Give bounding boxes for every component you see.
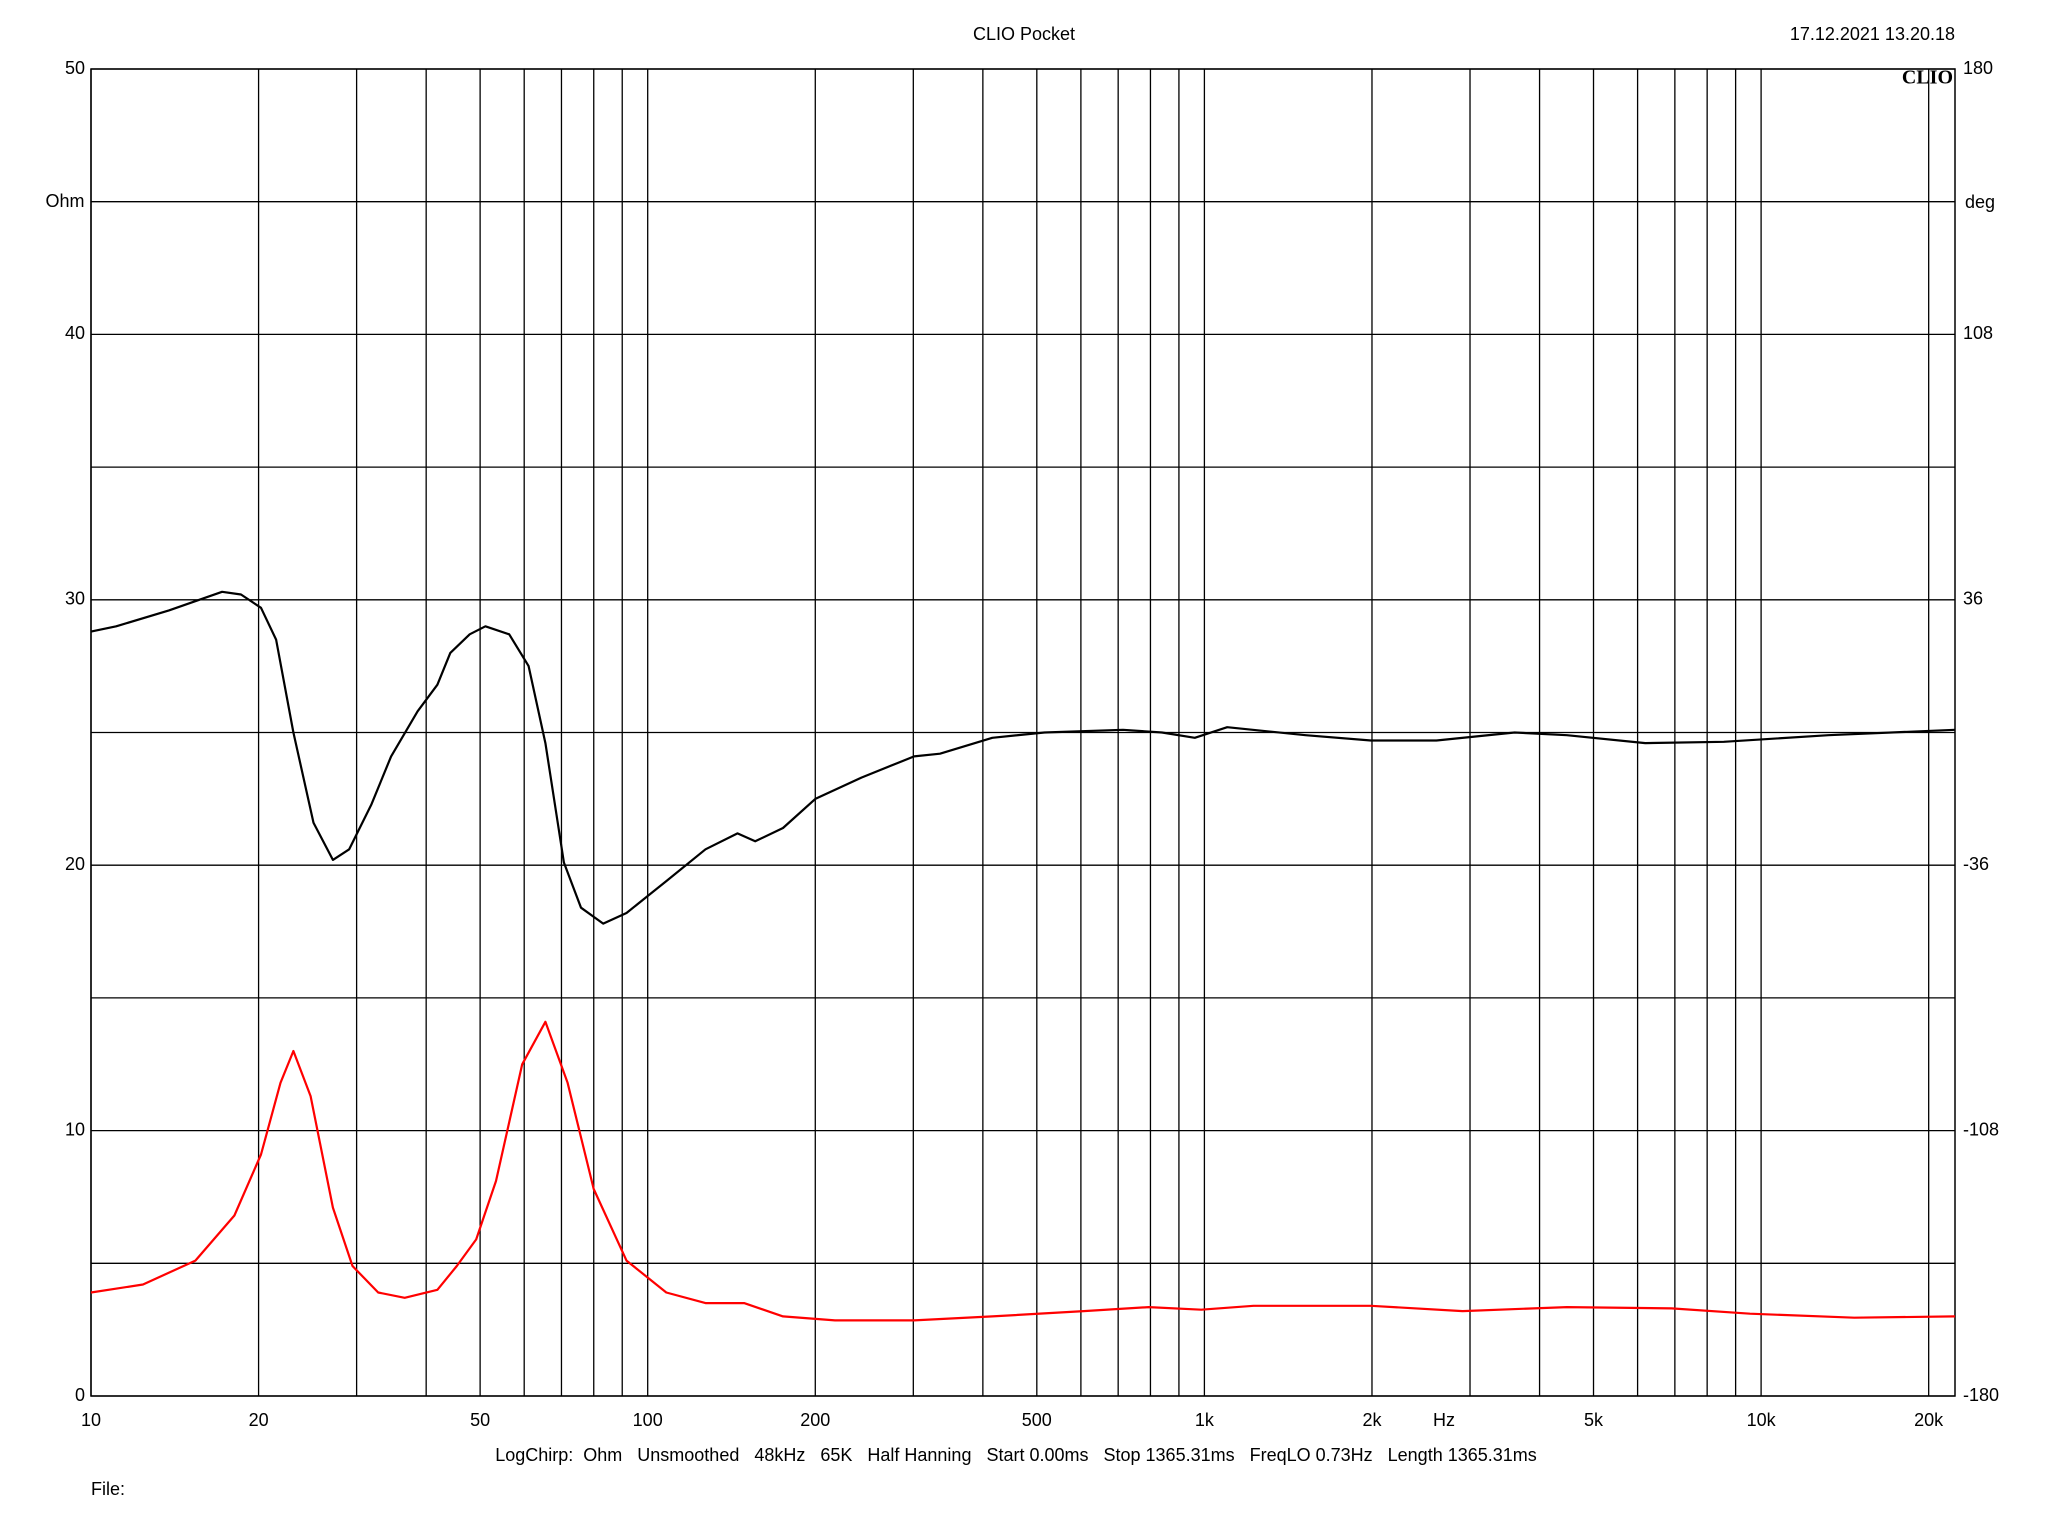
y2-tick-label: -108	[1963, 1119, 1999, 1139]
series-line	[90, 590, 1956, 925]
logo: CLIO	[1902, 67, 1953, 89]
y2-tick-label: -36	[1963, 854, 1989, 874]
x-tick-label: 200	[800, 1410, 830, 1430]
x-tick-label: 20k	[1914, 1410, 1944, 1430]
y2-tick-label: -180	[1963, 1385, 1999, 1405]
y2-tick-label: 36	[1963, 589, 1983, 609]
y2-tick-label: 108	[1963, 323, 1993, 343]
timestamp: 17.12.2021 13.20.18	[1790, 24, 1955, 44]
y-tick-label: 40	[65, 323, 85, 343]
file-label: File:	[91, 1479, 125, 1499]
plot-frame	[90, 68, 1956, 1397]
y-tick-label: 50	[65, 58, 85, 78]
y-axis-label: Ohm	[45, 191, 84, 211]
y2-tick-label: 180	[1963, 58, 1993, 78]
x-axis-label: Hz	[1433, 1410, 1455, 1430]
footer: LogChirp: Ohm Unsmoothed 48kHz 65K Half …	[495, 1445, 1537, 1465]
y-tick-label: 20	[65, 854, 85, 874]
x-tick-label: 20	[249, 1410, 269, 1430]
y-tick-label: 0	[75, 1385, 85, 1405]
x-tick-label: 10	[81, 1410, 101, 1430]
y-tick-label: 10	[65, 1119, 85, 1139]
chart-title: CLIO Pocket	[973, 24, 1075, 44]
x-tick-label: 10k	[1747, 1410, 1777, 1430]
y-tick-label: 30	[65, 589, 85, 609]
x-tick-label: 1k	[1195, 1410, 1215, 1430]
x-tick-label: 2k	[1362, 1410, 1382, 1430]
x-tick-label: 50	[470, 1410, 490, 1430]
y2-axis-label: deg	[1965, 192, 1995, 212]
x-tick-label: 100	[633, 1410, 663, 1430]
x-tick-label: 5k	[1584, 1410, 1604, 1430]
series-line	[90, 1020, 1956, 1322]
x-tick-label: 500	[1022, 1410, 1052, 1430]
